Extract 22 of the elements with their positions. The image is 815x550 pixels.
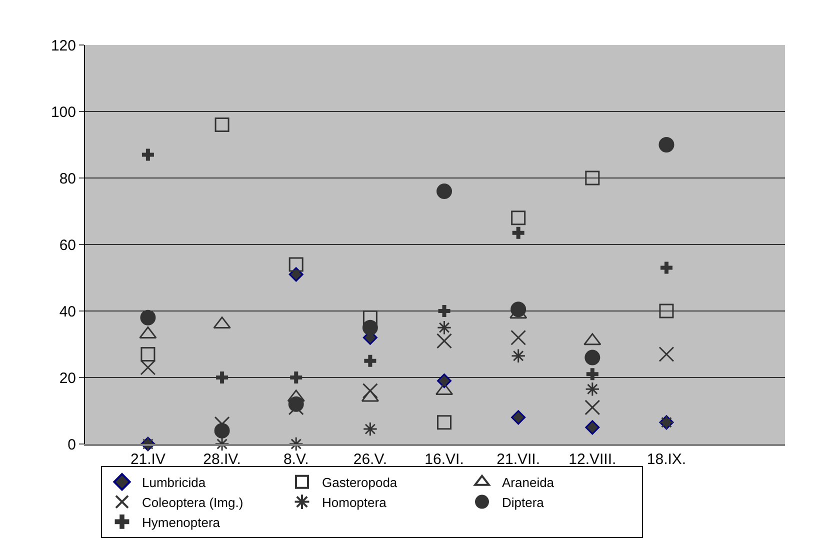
- y-tick-label: 80: [59, 170, 76, 188]
- x-tick-label: 26.V.: [353, 451, 388, 468]
- y-tick-label: 120: [50, 37, 76, 54]
- y-tick-label: 0: [68, 436, 76, 454]
- legend-label: Gasteropoda: [322, 474, 398, 490]
- x-tick-label: 21.IV: [130, 451, 166, 468]
- y-tick-label: 100: [50, 104, 76, 121]
- x-tick-label: 12.VIII.: [568, 451, 616, 468]
- y-tick-label: 40: [59, 303, 76, 320]
- x-tick-label: 8.V.: [283, 451, 309, 468]
- y-tick-label: 60: [59, 236, 76, 254]
- legend-label: Homoptera: [322, 494, 388, 510]
- legend-label: Lumbricida: [142, 474, 206, 490]
- legend-label: Araneida: [502, 474, 555, 490]
- x-tick-label: 16.VI.: [424, 451, 464, 468]
- legend-label: Coleoptera (Img.): [142, 494, 244, 510]
- x-tick-label: 28.IV.: [203, 451, 241, 468]
- y-tick-label: 20: [59, 370, 76, 387]
- legend-label: Hymenoptera: [142, 514, 221, 530]
- legend-label: Diptera: [502, 494, 545, 510]
- x-tick-label: 18.IX.: [646, 451, 686, 468]
- x-tick-label: 21.VII.: [496, 451, 540, 468]
